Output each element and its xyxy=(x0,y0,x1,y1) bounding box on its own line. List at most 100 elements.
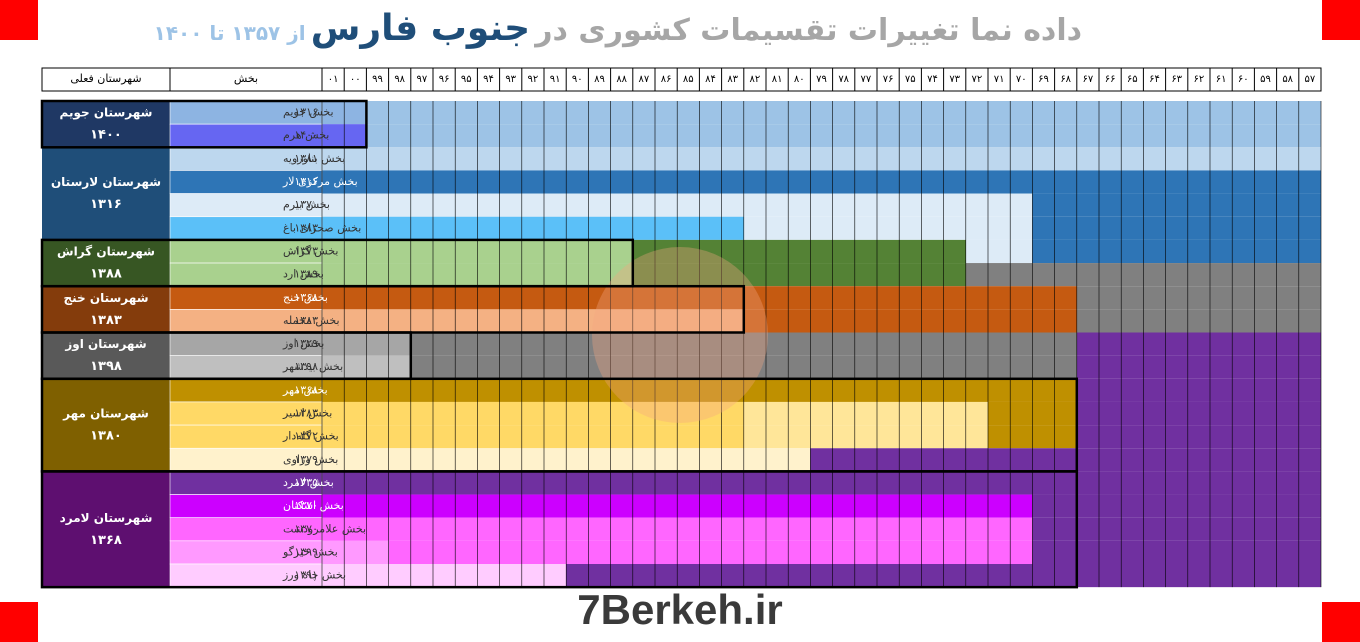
timeline-segment xyxy=(1076,309,1321,333)
county-cell xyxy=(42,101,170,148)
year-label: ۹۰ xyxy=(572,74,583,85)
group-frame xyxy=(40,99,368,149)
district-name: بخش لامرد xyxy=(283,476,334,489)
year-label: ۸۷ xyxy=(639,74,650,85)
county-year: ۱۴۰۰ xyxy=(90,128,122,143)
district-name: بخش مهر xyxy=(282,383,328,396)
year-label: ۸۱ xyxy=(772,74,783,85)
header-row xyxy=(41,67,1322,92)
year-label: ۷۶ xyxy=(883,74,894,85)
timeline-segment xyxy=(366,101,1321,125)
county-name: شهرستان لارستان xyxy=(51,175,161,189)
timeline-segment xyxy=(322,425,744,449)
timeline-segment xyxy=(1076,401,1321,426)
timeline-segment xyxy=(1032,494,1321,518)
district-name: بخش صحرای باغ xyxy=(283,221,361,234)
district-name: بخش ارد xyxy=(283,268,324,281)
timeline-segment xyxy=(322,471,1321,495)
corner-mark xyxy=(1322,0,1360,40)
county-name: شهرستان جویم xyxy=(60,106,153,121)
year-label: ۸۵ xyxy=(683,74,694,85)
year-label: ۵۷ xyxy=(1305,74,1316,85)
year-label: ۹۷ xyxy=(417,74,428,85)
title-main: داده نما تغییرات تقسیمات کشوری در xyxy=(535,13,1082,48)
district-name: بخش خنج xyxy=(283,291,328,304)
district-year: ۱۳۹۸ xyxy=(294,360,318,373)
district-name: بخش خیرگو xyxy=(282,545,338,558)
year-label: ۹۹ xyxy=(372,74,383,85)
timeline-segment xyxy=(1032,193,1321,217)
district-year: ۱۳۶۸ xyxy=(294,291,318,304)
footer: 7Berkeh.ir xyxy=(577,586,783,633)
county-year: ۱۳۸۳ xyxy=(90,313,122,328)
district-name: بخش گله‌دار xyxy=(282,430,339,443)
county-cell xyxy=(42,332,170,379)
year-label: ۹۶ xyxy=(439,74,450,85)
district-year: ۱۳۷۳ xyxy=(294,244,318,257)
district-year: ۱۳۲۹ xyxy=(294,337,318,350)
timeline-segment xyxy=(632,239,966,264)
timeline-segment xyxy=(1032,540,1321,564)
timeline-segment xyxy=(322,540,389,564)
corner-mark xyxy=(1322,602,1360,642)
year-label: ۹۳ xyxy=(505,74,516,85)
timeline-segment xyxy=(1032,517,1321,541)
district-year: ۱۳۸۳ xyxy=(294,221,318,234)
district-name: بخش هرم xyxy=(283,129,329,142)
district-name: بخش جویم xyxy=(283,106,334,119)
district-name: بخش اوز xyxy=(282,337,324,350)
district-year: ۱۳۹۹ xyxy=(294,545,318,558)
year-label: ۷۵ xyxy=(905,74,916,85)
district-year: ۱۳۶۸ xyxy=(294,383,318,396)
county-name: شهرستان اوز xyxy=(64,337,146,352)
district-name: بخش چاه ورز xyxy=(282,569,346,582)
year-label: ۶۶ xyxy=(1105,74,1116,85)
year-label: ۷۷ xyxy=(861,74,872,85)
timeline-segment xyxy=(322,309,744,333)
year-label: ۰۱ xyxy=(328,74,339,85)
district-year: ۱۳۸۹ xyxy=(294,268,318,281)
district-year: ۱۳۱۶ xyxy=(294,175,318,188)
timeline-segment xyxy=(1076,286,1321,310)
timeline-segment xyxy=(1076,332,1321,356)
year-label: ۷۳ xyxy=(949,74,960,85)
timeline-segment xyxy=(388,540,1033,564)
year-label: ۹۵ xyxy=(461,74,472,85)
year-label: ۸۴ xyxy=(705,74,716,85)
district-name: بخش محمله xyxy=(283,314,340,327)
district-year: ۱۳۹۱ xyxy=(294,569,318,582)
district-name: بخش بناورویه xyxy=(283,152,345,165)
timeline-segment xyxy=(1076,355,1321,379)
timeline-segment xyxy=(322,564,567,588)
year-label: ۶۳ xyxy=(1171,74,1182,85)
timeline-segment xyxy=(322,170,1321,194)
district-year: ۱۳۳۵ xyxy=(294,476,318,489)
district-name: بخش اسیر xyxy=(282,407,332,420)
county-cell xyxy=(42,147,170,240)
year-label: ۹۱ xyxy=(550,74,561,85)
year-label: ۷۴ xyxy=(927,74,938,85)
corner-mark xyxy=(0,602,38,642)
county-name: شهرستان خنج xyxy=(63,291,148,305)
county-name: شهرستان لامرد xyxy=(60,511,153,525)
year-label: ۵۸ xyxy=(1282,74,1293,85)
year-label: ۸۶ xyxy=(661,74,672,85)
district-year: ۱۳۷۰ xyxy=(294,499,318,512)
county-cell xyxy=(42,471,170,588)
year-label: ۵۹ xyxy=(1260,74,1271,85)
timeline-segment xyxy=(810,448,1321,472)
district-year: ۱۴۰۰ xyxy=(294,129,318,142)
year-label: ۶۸ xyxy=(1060,74,1071,85)
district-name: بخش بیرم xyxy=(283,198,330,211)
year-label: ۹۴ xyxy=(483,74,494,85)
county-cell xyxy=(42,378,170,472)
year-label: ۸۳ xyxy=(727,74,738,85)
year-label: ۶۹ xyxy=(1038,74,1049,85)
title-region: جنوب فارس xyxy=(310,8,531,49)
year-label: ۶۷ xyxy=(1083,74,1094,85)
district-name: بخش علامرودشت xyxy=(283,522,366,535)
timeline-segment xyxy=(322,147,1321,171)
year-label: ۶۰ xyxy=(1238,74,1249,85)
